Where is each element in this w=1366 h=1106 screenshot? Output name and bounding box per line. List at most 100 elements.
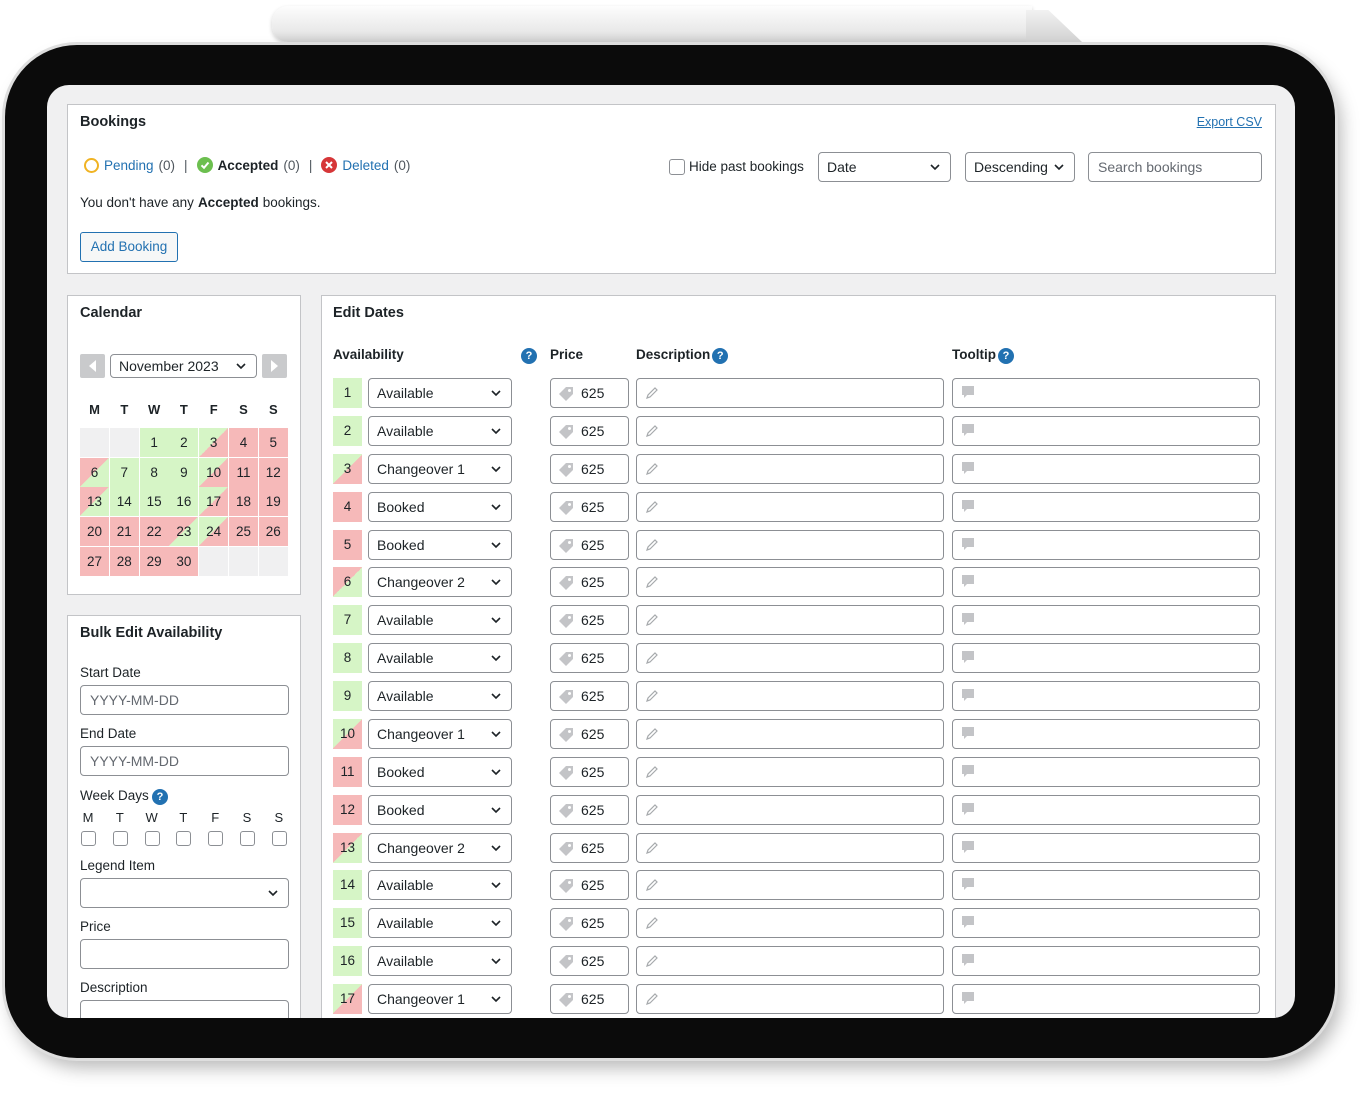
availability-select[interactable]: Available bbox=[368, 908, 512, 939]
checkbox[interactable] bbox=[81, 831, 96, 846]
calendar-day[interactable]: 25 bbox=[229, 517, 258, 547]
availability-select[interactable]: Available bbox=[368, 605, 512, 636]
sort-order-select[interactable]: Descending bbox=[965, 152, 1075, 182]
calendar-day[interactable]: 26 bbox=[258, 517, 288, 547]
price-input[interactable]: 625 bbox=[550, 946, 629, 977]
availability-select[interactable]: Booked bbox=[368, 756, 512, 787]
calendar-day[interactable]: 28 bbox=[109, 546, 139, 576]
availability-select[interactable]: Available bbox=[368, 415, 512, 446]
status-label[interactable]: Accepted bbox=[217, 157, 279, 173]
availability-select[interactable]: Available bbox=[368, 870, 512, 901]
description-input[interactable] bbox=[636, 946, 944, 977]
price-input[interactable]: 625 bbox=[550, 643, 629, 674]
search-input[interactable]: Search bookings bbox=[1088, 152, 1262, 182]
calendar-day[interactable]: 6 bbox=[80, 457, 109, 487]
availability-select[interactable]: Changeover 1 bbox=[368, 718, 512, 749]
price-input[interactable] bbox=[80, 939, 289, 969]
availability-select[interactable]: Changeover 1 bbox=[368, 984, 512, 1014]
calendar-day[interactable]: 15 bbox=[139, 487, 169, 517]
calendar-day[interactable]: 14 bbox=[109, 487, 139, 517]
calendar-day[interactable]: 1 bbox=[139, 428, 169, 457]
availability-select[interactable]: Available bbox=[368, 946, 512, 977]
status-label[interactable]: Pending bbox=[104, 157, 154, 173]
calendar-day[interactable]: 30 bbox=[169, 546, 199, 576]
start-date-input[interactable]: YYYY-MM-DD bbox=[80, 685, 289, 715]
description-input[interactable] bbox=[636, 984, 944, 1014]
checkbox[interactable] bbox=[271, 831, 287, 846]
price-input[interactable]: 625 bbox=[550, 529, 629, 560]
help-icon[interactable]: ? bbox=[997, 348, 1014, 364]
description-input[interactable] bbox=[636, 643, 944, 674]
description-input[interactable] bbox=[636, 415, 944, 446]
calendar-day[interactable]: 4 bbox=[229, 428, 258, 457]
availability-select[interactable]: Changeover 2 bbox=[368, 832, 512, 863]
price-input[interactable]: 625 bbox=[550, 794, 629, 825]
description-input[interactable] bbox=[636, 870, 944, 901]
checkbox[interactable] bbox=[176, 831, 192, 846]
calendar-day[interactable]: 2 bbox=[169, 428, 199, 457]
tooltip-input[interactable] bbox=[952, 567, 1260, 598]
availability-select[interactable]: Available bbox=[368, 681, 512, 711]
description-input[interactable] bbox=[636, 491, 944, 522]
calendar-day[interactable]: 13 bbox=[80, 487, 109, 517]
calendar-day[interactable]: 20 bbox=[80, 517, 109, 547]
tooltip-input[interactable] bbox=[952, 908, 1260, 939]
calendar-day[interactable]: 22 bbox=[139, 517, 169, 547]
tooltip-input[interactable] bbox=[952, 415, 1260, 446]
price-input[interactable]: 625 bbox=[550, 491, 629, 522]
calendar-day[interactable]: 10 bbox=[199, 457, 229, 487]
calendar-nav-button[interactable] bbox=[80, 354, 105, 378]
calendar-day[interactable]: 19 bbox=[258, 487, 288, 517]
price-input[interactable]: 625 bbox=[550, 415, 629, 446]
tooltip-input[interactable] bbox=[952, 718, 1260, 749]
availability-select[interactable]: Available bbox=[368, 378, 512, 408]
calendar-day[interactable]: 16 bbox=[169, 487, 199, 517]
tooltip-input[interactable] bbox=[952, 491, 1260, 522]
month-select[interactable]: November 2023 bbox=[110, 354, 257, 378]
calendar-day[interactable]: 29 bbox=[139, 546, 169, 576]
availability-select[interactable]: Booked bbox=[368, 794, 512, 825]
tooltip-input[interactable] bbox=[952, 832, 1260, 863]
calendar-day[interactable]: 18 bbox=[229, 487, 258, 517]
calendar-day[interactable]: 5 bbox=[258, 428, 288, 457]
tooltip-input[interactable] bbox=[952, 453, 1260, 484]
price-input[interactable]: 625 bbox=[550, 681, 629, 711]
calendar-day[interactable]: 24 bbox=[199, 517, 229, 547]
calendar-day[interactable]: 7 bbox=[109, 457, 139, 487]
tooltip-input[interactable] bbox=[952, 643, 1260, 674]
price-input[interactable]: 625 bbox=[550, 453, 629, 484]
price-input[interactable]: 625 bbox=[550, 832, 629, 863]
description-input[interactable] bbox=[636, 794, 944, 825]
price-input[interactable]: 625 bbox=[550, 567, 629, 598]
checkbox[interactable] bbox=[208, 831, 224, 846]
description-input[interactable] bbox=[80, 1000, 289, 1018]
price-input[interactable]: 625 bbox=[550, 984, 629, 1014]
price-input[interactable]: 625 bbox=[550, 718, 629, 749]
price-input[interactable]: 625 bbox=[550, 605, 629, 636]
calendar-nav-button[interactable] bbox=[262, 354, 287, 378]
description-input[interactable] bbox=[636, 718, 944, 749]
tooltip-input[interactable] bbox=[952, 794, 1260, 825]
tooltip-input[interactable] bbox=[952, 984, 1260, 1014]
sort-field-select[interactable]: Date bbox=[818, 152, 951, 182]
tooltip-input[interactable] bbox=[952, 378, 1260, 408]
calendar-day[interactable]: 3 bbox=[199, 428, 229, 457]
add-booking-button[interactable]: Add Booking bbox=[80, 232, 178, 262]
export-link[interactable]: Export CSV bbox=[1196, 115, 1262, 129]
tooltip-input[interactable] bbox=[952, 946, 1260, 977]
description-input[interactable] bbox=[636, 756, 944, 787]
checkbox[interactable] bbox=[144, 831, 160, 846]
tooltip-input[interactable] bbox=[952, 681, 1260, 711]
description-input[interactable] bbox=[636, 908, 944, 939]
calendar-day[interactable]: 23 bbox=[169, 517, 199, 547]
calendar-day[interactable]: 11 bbox=[229, 457, 258, 487]
help-icon[interactable]: ? bbox=[712, 348, 729, 364]
legend-select[interactable] bbox=[80, 878, 289, 908]
calendar-day[interactable]: 8 bbox=[139, 457, 169, 487]
calendar-day[interactable]: 9 bbox=[169, 457, 199, 487]
tooltip-input[interactable] bbox=[952, 605, 1260, 636]
checkbox[interactable] bbox=[240, 831, 255, 846]
price-input[interactable]: 625 bbox=[550, 908, 629, 939]
checkbox[interactable] bbox=[669, 159, 685, 175]
availability-select[interactable]: Booked bbox=[368, 491, 512, 522]
